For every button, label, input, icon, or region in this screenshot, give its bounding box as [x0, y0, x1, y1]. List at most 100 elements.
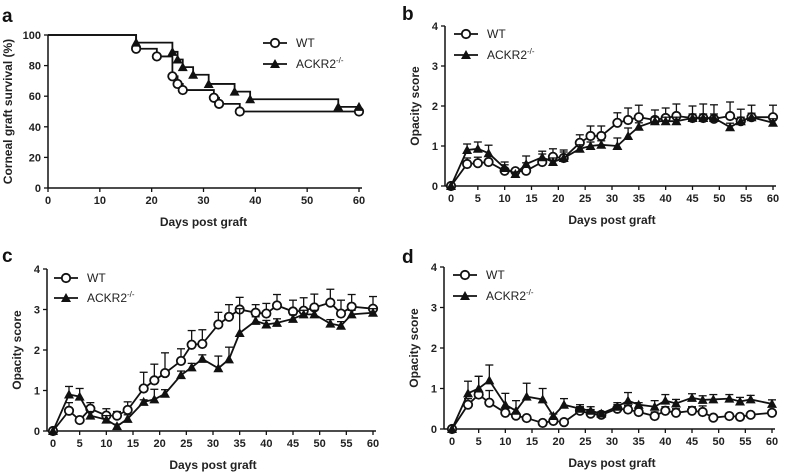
- x-tick-label: 15: [525, 193, 537, 205]
- y-tick-label: 3: [431, 303, 437, 315]
- data-point: [472, 158, 483, 169]
- data-point: [633, 112, 644, 123]
- data-point: [521, 412, 532, 424]
- legend-marker: [461, 50, 471, 59]
- data-point: [649, 401, 660, 411]
- x-tick-label: 0: [45, 195, 51, 207]
- y-tick-label: 2: [34, 345, 40, 357]
- data-point: [213, 319, 224, 330]
- data-point: [574, 143, 585, 153]
- data-point: [622, 404, 634, 415]
- data-point: [500, 399, 511, 409]
- data-point: [167, 71, 178, 82]
- data-point: [708, 412, 719, 423]
- data-point: [472, 143, 483, 153]
- data-point: [724, 393, 735, 403]
- data-point: [224, 354, 234, 364]
- legend-marker: [61, 293, 71, 302]
- data-point: [261, 319, 272, 329]
- panel-a: a 0 10 20 30 40 50 60 0 20 40 60 80 100 Days post graf…: [1, 6, 365, 229]
- data-point: [500, 407, 511, 418]
- data-point: [633, 406, 644, 418]
- series-line: [450, 115, 773, 187]
- x-tick-label: 40: [659, 436, 671, 448]
- legend-superscript: -/-: [127, 290, 135, 299]
- panel-label: d: [402, 247, 414, 268]
- panel-c: c 0 5 10 15 20 25 30 35 40 45 50 55 60 0 1 2 3 4 Days post …: [2, 246, 379, 472]
- data-point: [585, 405, 596, 415]
- y-axis-label: Opacity score: [10, 310, 24, 390]
- data-point: [463, 388, 473, 398]
- x-tick-label: 45: [686, 436, 698, 448]
- legend-marker: [269, 37, 281, 49]
- data-point: [175, 355, 187, 367]
- data-point: [234, 327, 245, 337]
- panel-b: b 0 5 10 15 20 25 30 35 40 45 50 55 60 0 1 2 3 4 Days post …: [402, 4, 779, 227]
- x-tick-label: 30: [207, 438, 219, 450]
- data-point: [484, 375, 495, 385]
- y-tick-label: 4: [34, 264, 41, 276]
- data-point: [346, 309, 357, 319]
- legend-entry: WT: [453, 268, 505, 282]
- data-point: [272, 317, 282, 327]
- legend-label: WT: [487, 27, 506, 41]
- x-tick-label: 15: [526, 436, 538, 448]
- data-point: [671, 116, 682, 126]
- data-point: [131, 37, 142, 47]
- x-tick-label: 40: [660, 193, 672, 205]
- data-point: [767, 398, 777, 408]
- data-point: [483, 156, 494, 168]
- data-point: [167, 46, 178, 56]
- x-tick-label: 40: [249, 195, 261, 207]
- data-point: [188, 69, 199, 79]
- legend-marker: [270, 59, 280, 68]
- y-tick-label: 4: [432, 21, 439, 33]
- legend-marker: [460, 291, 470, 300]
- data-point: [575, 403, 585, 413]
- data-point: [325, 297, 336, 308]
- x-axis-label: Days post graft: [568, 213, 655, 227]
- data-point: [446, 181, 456, 190]
- data-point: [596, 130, 607, 142]
- x-tick-label: 25: [579, 436, 591, 448]
- y-tick-label: 3: [432, 61, 438, 73]
- data-point: [261, 308, 272, 319]
- data-point: [101, 414, 112, 424]
- x-tick-label: 25: [579, 193, 591, 205]
- series-ackr2: [446, 112, 778, 190]
- data-point: [660, 405, 671, 416]
- data-point: [462, 145, 473, 154]
- data-point: [298, 309, 309, 319]
- data-point: [74, 391, 85, 401]
- data-point: [724, 110, 736, 122]
- data-point: [177, 62, 188, 72]
- x-tick-label: 50: [713, 193, 725, 205]
- x-tick-label: 55: [740, 193, 752, 205]
- data-point: [766, 407, 778, 418]
- y-tick-label: 2: [432, 101, 438, 113]
- y-tick-label: 0: [34, 426, 40, 438]
- data-point: [768, 117, 778, 127]
- legend-superscript: -/-: [526, 288, 534, 297]
- x-tick-label: 30: [606, 193, 618, 205]
- legend-superscript: -/-: [527, 47, 535, 56]
- legend-entry: WT: [263, 36, 315, 50]
- x-tick-label: 60: [766, 436, 778, 448]
- data-point: [74, 414, 85, 426]
- data-point: [558, 417, 570, 428]
- data-point: [499, 163, 510, 172]
- x-tick-label: 35: [633, 436, 645, 448]
- data-point: [746, 112, 757, 122]
- data-point: [64, 389, 74, 399]
- data-point: [172, 54, 183, 64]
- x-tick-label: 50: [314, 438, 326, 450]
- x-tick-label: 10: [94, 195, 106, 207]
- data-point: [325, 318, 336, 328]
- data-point: [649, 116, 660, 126]
- data-point: [63, 405, 75, 416]
- x-tick-label: 45: [686, 193, 698, 205]
- legend-label: WT: [296, 36, 315, 50]
- y-axis-label: Corneal graft survival (%): [1, 39, 15, 184]
- data-point: [336, 320, 346, 330]
- y-tick-label: 20: [29, 152, 41, 164]
